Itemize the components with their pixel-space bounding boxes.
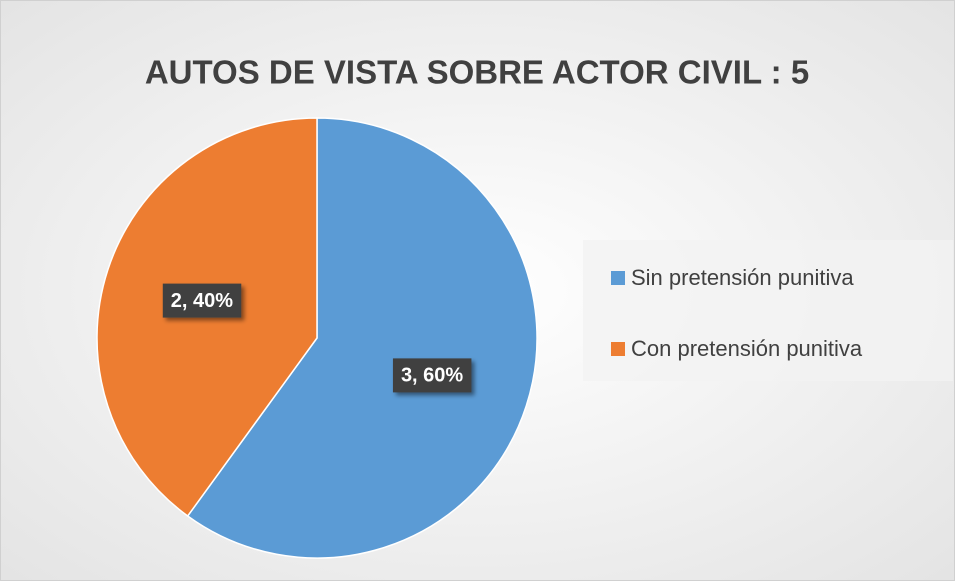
data-label: 2, 40% <box>171 290 233 312</box>
legend-swatch <box>611 271 625 285</box>
data-label: 3, 60% <box>401 365 463 387</box>
legend-label: Con pretensión punitiva <box>631 336 863 361</box>
pie-slice <box>186 117 538 559</box>
chart-title: AUTOS DE VISTA SOBRE ACTOR CIVIL : 5 <box>145 54 809 91</box>
legend-box <box>583 240 953 381</box>
data-label-box <box>392 358 472 393</box>
data-label-box <box>162 283 242 318</box>
legend-swatch <box>611 342 625 356</box>
legend-label: Sin pretensión punitiva <box>631 265 854 290</box>
